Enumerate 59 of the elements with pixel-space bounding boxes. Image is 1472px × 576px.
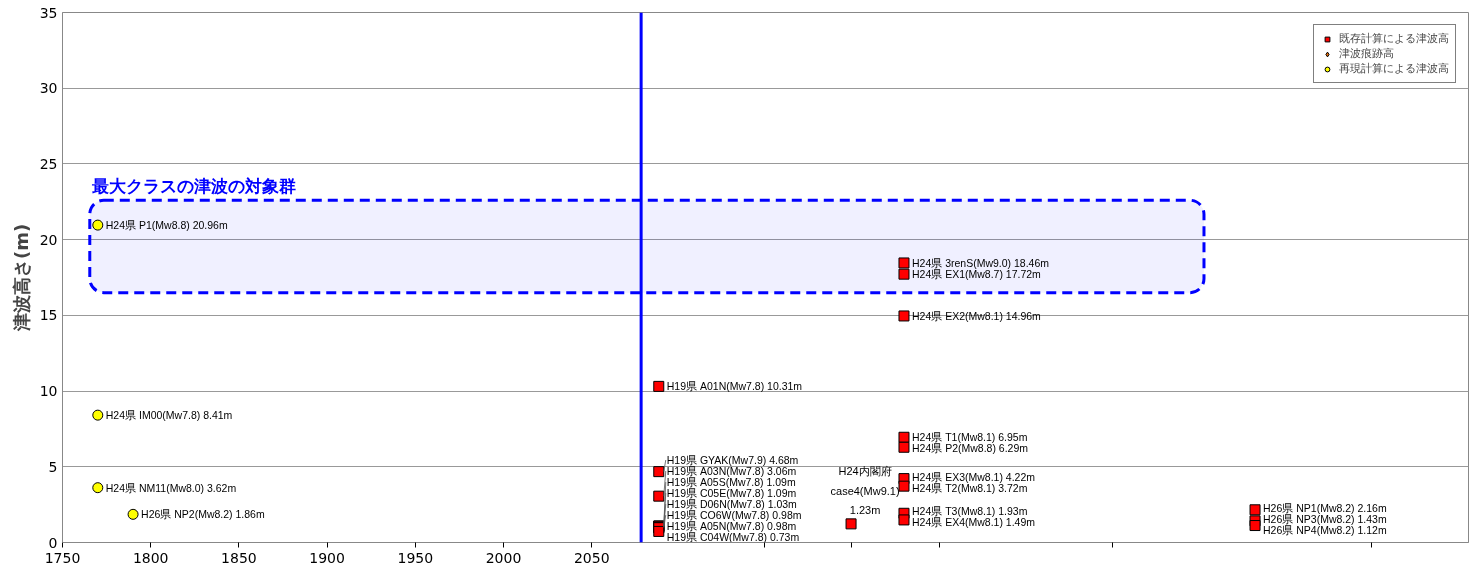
x-tick-label: 1750 bbox=[44, 549, 81, 566]
y-tick-label: 15 bbox=[39, 307, 58, 324]
point bbox=[653, 380, 665, 392]
point bbox=[653, 490, 665, 502]
y-axis-title: 津波高さ(m) bbox=[10, 223, 32, 333]
annotation: H19県 CO6W(Mw7.8) 0.98m bbox=[666, 509, 802, 521]
point bbox=[92, 409, 104, 421]
point bbox=[898, 257, 910, 269]
point bbox=[92, 219, 104, 231]
annotation: H24県 EX3(Mw8.1) 4.22m bbox=[911, 470, 1036, 483]
point bbox=[92, 482, 104, 494]
point bbox=[898, 480, 910, 492]
annotation: H24県 EX4(Mw8.1) 1.49m bbox=[911, 516, 1036, 529]
y-tick-label: 5 bbox=[48, 458, 58, 475]
point bbox=[898, 514, 910, 526]
point bbox=[127, 508, 139, 520]
annotation: H24県 T3(Mw8.1) 1.93m bbox=[911, 505, 1028, 518]
annotation: H24県 3renS(Mw9.0) 18.46m bbox=[911, 256, 1050, 269]
y-tick-label: 20 bbox=[39, 231, 58, 248]
y-tick-label: 25 bbox=[39, 155, 58, 172]
annotation: H24県 T1(Mw8.1) 6.95m bbox=[911, 430, 1028, 443]
x-tick-label: 2050 bbox=[573, 549, 610, 566]
annotation: H26県 NP2(Mw8.2) 1.86m bbox=[141, 508, 265, 521]
y-tick-label: 10 bbox=[39, 383, 58, 400]
annotation: H19県 C05E(Mw7.8) 1.09m bbox=[666, 487, 797, 499]
x-tick-label: 1900 bbox=[309, 549, 345, 566]
legend-label: 既存計算による津波高 bbox=[1339, 31, 1449, 46]
annotation: H19県 A03N(Mw7.8) 3.06m bbox=[666, 465, 797, 477]
annotation: H24県 EX2(Mw8.1) 14.96m bbox=[911, 309, 1042, 322]
annotation: H19県 A05S(Mw7.8) 1.09m bbox=[666, 476, 796, 488]
annotation: H24県 P1(Mw8.8) 20.96m bbox=[105, 219, 228, 232]
x-tick-label: 1850 bbox=[221, 549, 257, 566]
y-tick-label: 30 bbox=[39, 80, 58, 97]
annotation: H19県 GYAK(Mw7.9) 4.68m bbox=[666, 454, 799, 466]
annotation: H19県 D06N(Mw7.8) 1.03m bbox=[666, 498, 798, 510]
annotation: H24県 EX1(Mw8.7) 17.72m bbox=[911, 268, 1042, 281]
y-tick-label: 0 bbox=[48, 534, 58, 551]
point bbox=[898, 310, 910, 322]
point bbox=[898, 268, 910, 280]
annotation: H24県 NM11(Mw8.0) 3.62m bbox=[105, 481, 237, 494]
x-tick-label: 1800 bbox=[132, 549, 169, 566]
legend-label: 津波痕跡高 bbox=[1339, 46, 1394, 61]
x-tick-label: 1950 bbox=[397, 549, 434, 566]
point bbox=[1249, 504, 1261, 516]
point bbox=[845, 518, 857, 530]
legend-label: 再現計算による津波高 bbox=[1339, 61, 1449, 76]
annotation: H26県 NP1(Mw8.2) 2.16m bbox=[1263, 501, 1387, 514]
annotation: H19県 A05N(Mw7.8) 0.98m bbox=[666, 520, 797, 532]
point bbox=[898, 431, 910, 443]
band-label: 最大クラスの津波の対象群 bbox=[90, 177, 296, 197]
point bbox=[1249, 520, 1261, 532]
x-tick-label: 2000 bbox=[485, 549, 522, 566]
point bbox=[898, 441, 910, 453]
point bbox=[653, 466, 665, 478]
annotation: H19県 C04W(Mw7.8) 0.73m bbox=[666, 531, 800, 543]
y-tick-label: 35 bbox=[39, 4, 58, 21]
annotation: H24内閣府 case4(Mw9.1) 1.23m bbox=[830, 465, 900, 516]
annotation: H19県 A01N(Mw7.8) 10.31m bbox=[666, 380, 803, 393]
annotation: H24県 IM00(Mw7.8) 8.41m bbox=[105, 409, 233, 422]
